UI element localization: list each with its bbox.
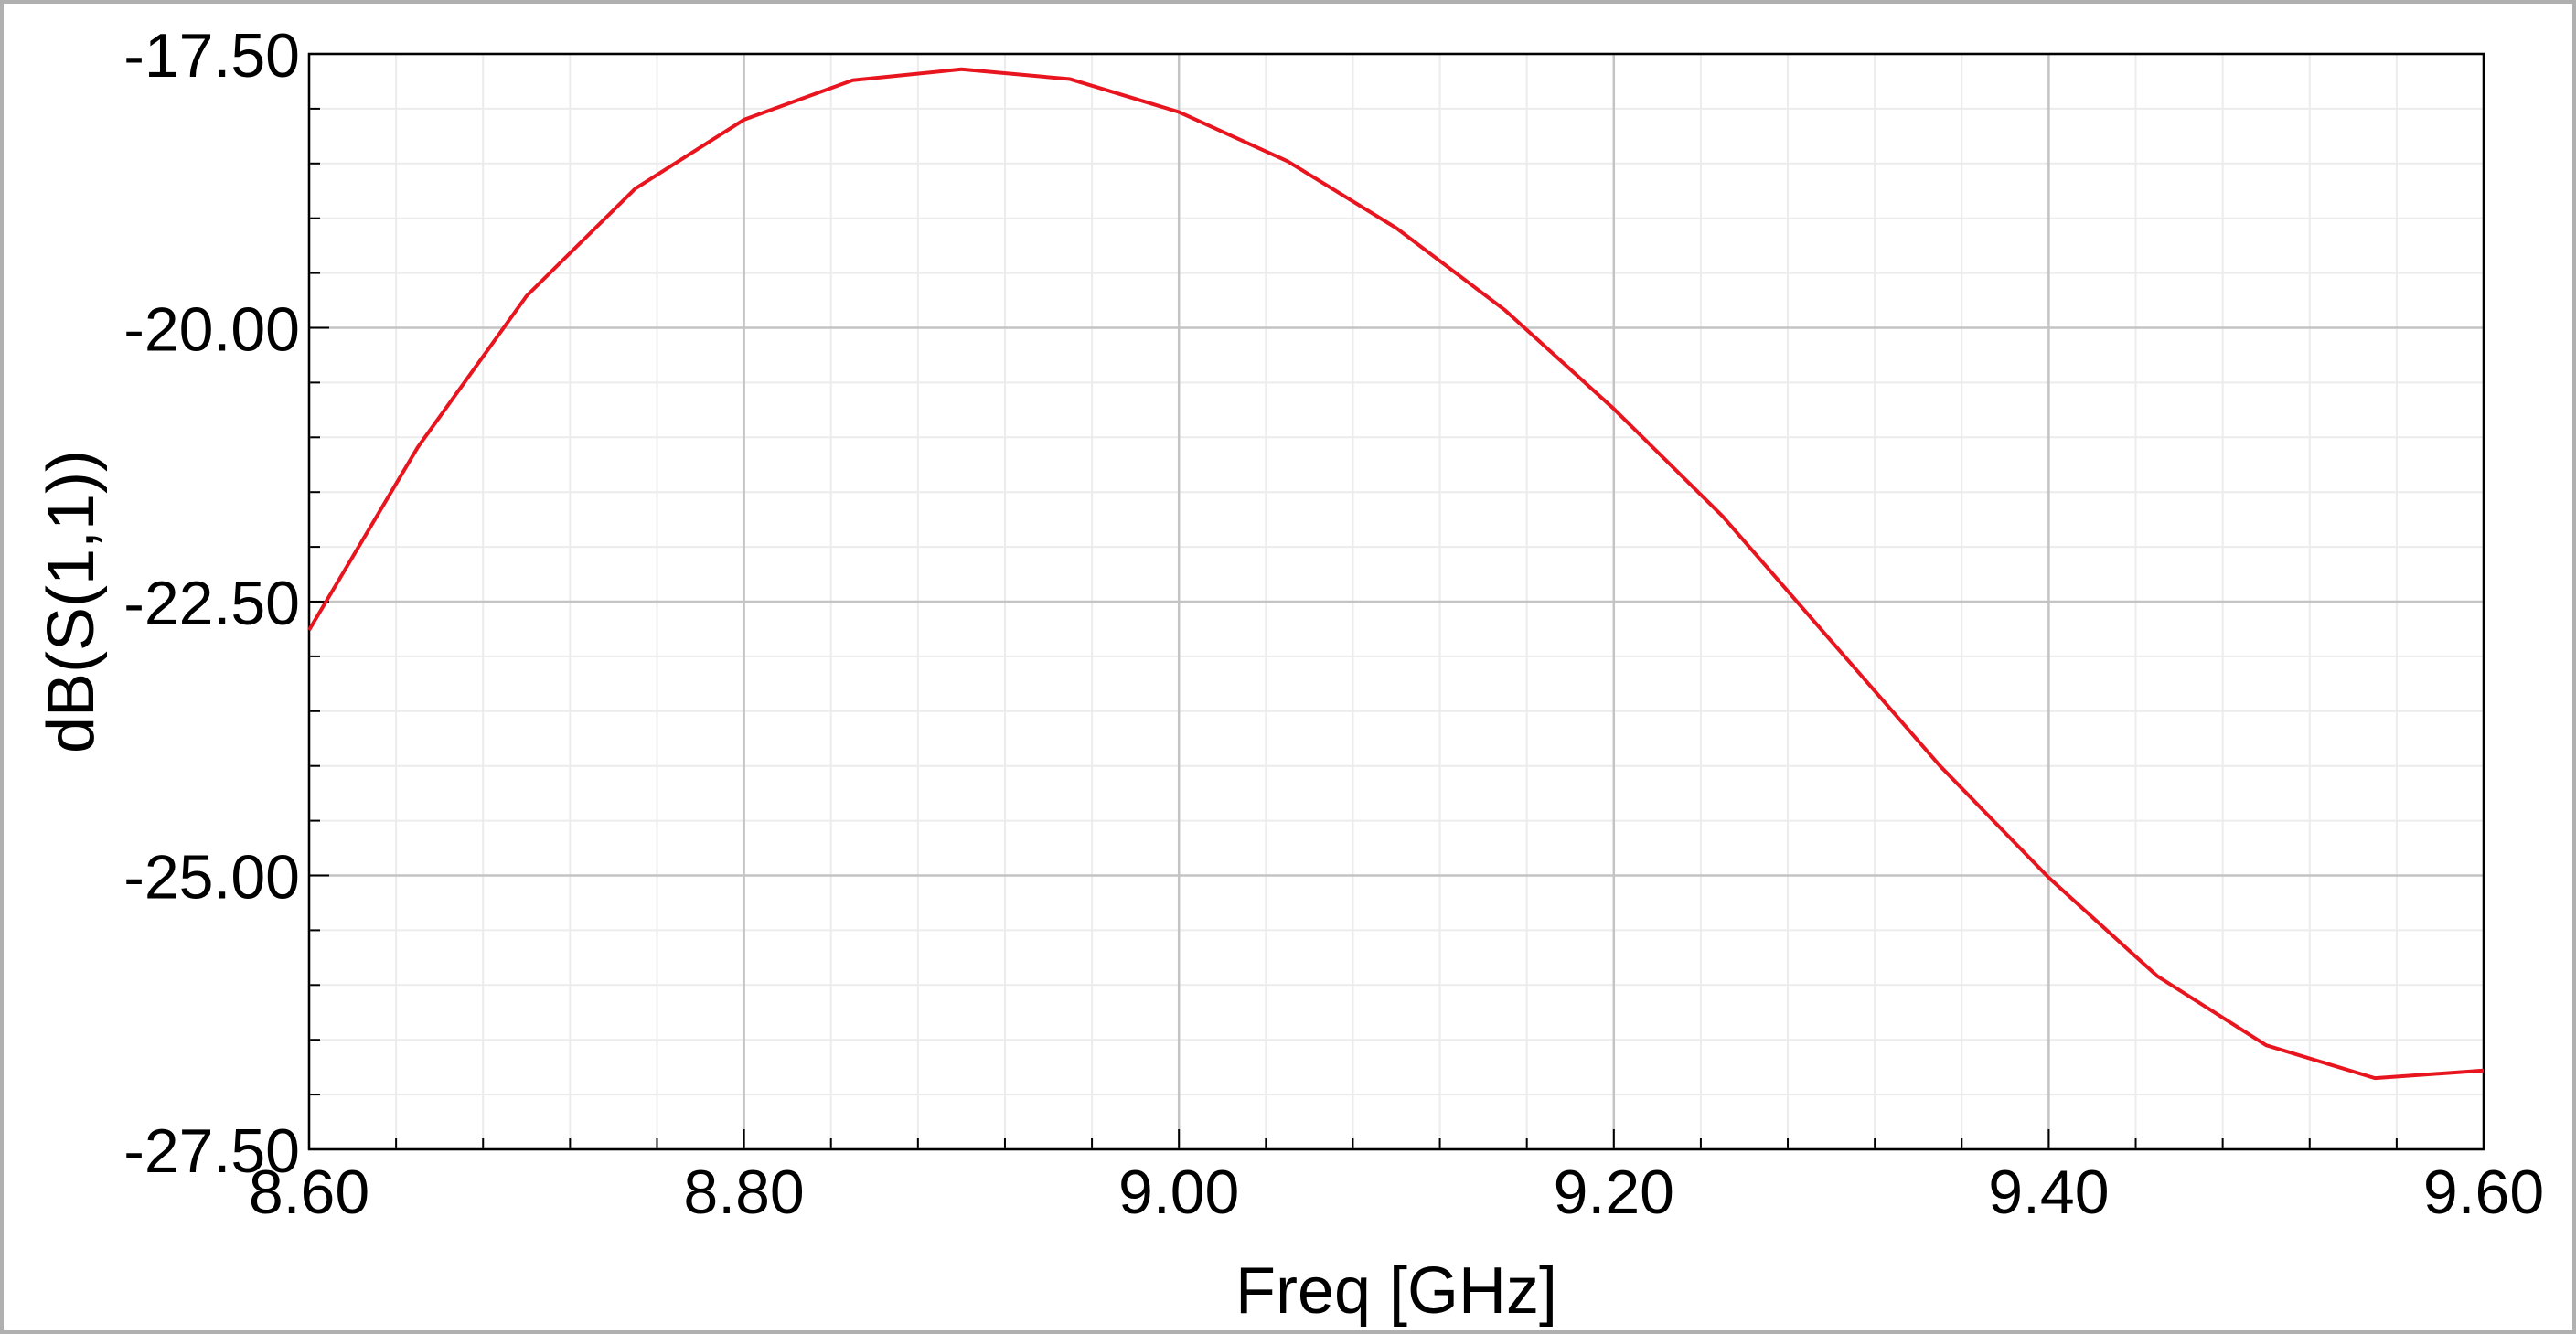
- data-line: [307, 67, 2485, 1081]
- x-tick-label: 9.60: [2423, 1158, 2544, 1227]
- x-axis-label: Freq [GHz]: [1235, 1254, 1557, 1328]
- x-tick-label: 9.00: [1118, 1158, 1239, 1227]
- x-tick-label: 9.40: [1988, 1158, 2109, 1227]
- y-axis-label: dB(S(1,1)): [35, 450, 108, 753]
- y-tick-label: -25.00: [123, 843, 300, 912]
- y-tick-label: -22.50: [123, 569, 300, 638]
- x-tick-label: 9.20: [1554, 1158, 1674, 1227]
- plot-marks: [307, 52, 2485, 1151]
- labels: 8.60 8.80 9.00 9.20 9.40 9.60 -27.50 -25.00 -22.…: [123, 21, 2544, 1227]
- y-tick-label: -20.00: [123, 295, 300, 365]
- x-tick-label: 8.80: [683, 1158, 804, 1227]
- x-tick-label: 8.60: [249, 1158, 369, 1227]
- y-tick-label: -27.50: [123, 1116, 300, 1186]
- plot-area-border: [307, 52, 2485, 1151]
- y-tick-label: -17.50: [123, 21, 300, 91]
